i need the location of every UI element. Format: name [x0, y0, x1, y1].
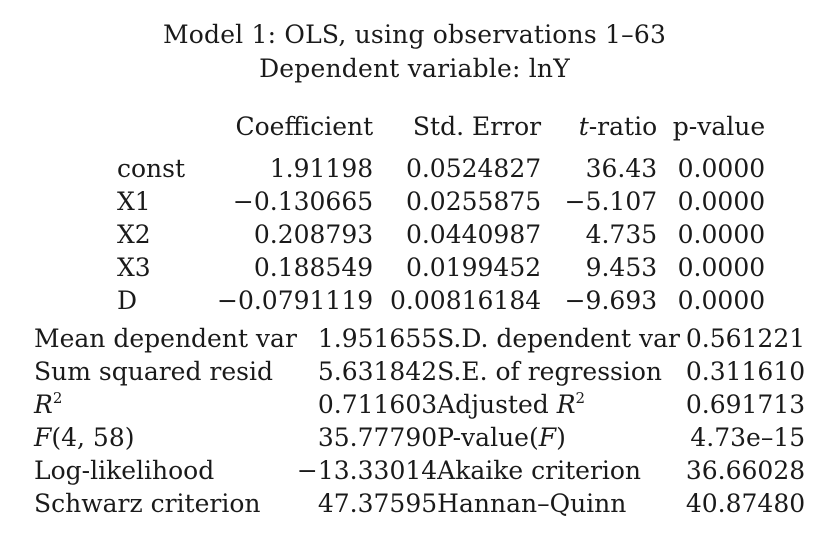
coefficient-value: 0.208793 — [253, 220, 374, 249]
hannan-quinn-label: Hannan–Quinn — [437, 489, 627, 518]
p-value: 0.0000 — [677, 154, 766, 183]
std-error-value: 0.0524827 — [405, 154, 542, 183]
stats-row: Mean dependent var 1.951655 S.D. depende… — [34, 322, 805, 355]
table-row: D −0.0791119 0.00816184 −9.693 0.0000 — [103, 284, 765, 317]
f-statistic-label: F(4, 58) — [34, 421, 297, 454]
squared-superscript: 2 — [52, 389, 63, 407]
t-ratio-value: 4.735 — [585, 220, 658, 249]
t-symbol: t — [578, 112, 589, 141]
header-variable — [103, 108, 217, 152]
variable-name: D — [117, 286, 138, 315]
hannan-quinn-value: 40.87480 — [685, 489, 806, 518]
f-statistic-value: 35.77790 — [317, 423, 438, 452]
header-p-value: p-value — [672, 112, 766, 141]
ratio-text: -ratio — [588, 112, 658, 141]
stats-row: Sum squared resid 5.631842 S.E. of regre… — [34, 355, 805, 388]
mean-dependent-var-label: Mean dependent var — [34, 324, 297, 353]
r-symbol: R — [556, 390, 576, 419]
schwarz-criterion-value: 47.37595 — [317, 489, 438, 518]
std-error-value: 0.0199452 — [405, 253, 542, 282]
header-std-error: Std. Error — [412, 112, 542, 141]
coefficient-value: 1.91198 — [269, 154, 374, 183]
r-squared-value: 0.711603 — [317, 390, 438, 419]
stats-row: F(4, 58) 35.77790 P-value(F) 4.73e–15 — [34, 421, 805, 454]
std-error-value: 0.0255875 — [405, 187, 542, 216]
p-value-f-value: 4.73e–15 — [690, 423, 806, 452]
variable-name: X1 — [117, 187, 151, 216]
p-value: 0.0000 — [677, 253, 766, 282]
coefficient-value: −0.130665 — [232, 187, 374, 216]
header-coefficient: Coefficient — [235, 112, 374, 141]
table-row: X3 0.188549 0.0199452 9.453 0.0000 — [103, 251, 765, 284]
p-value: 0.0000 — [677, 220, 766, 249]
log-likelihood-label: Log-likelihood — [34, 456, 215, 485]
t-ratio-value: 36.43 — [585, 154, 658, 183]
log-likelihood-value: −13.33014 — [296, 456, 438, 485]
r-squared-label: R2 — [34, 388, 297, 421]
header-t-ratio: t-ratio — [547, 108, 665, 152]
std-error-value: 0.00816184 — [390, 286, 542, 315]
t-ratio-value: 9.453 — [585, 253, 658, 282]
squared-superscript: 2 — [575, 389, 586, 407]
table-row: X2 0.208793 0.0440987 4.735 0.0000 — [103, 218, 765, 251]
t-ratio-value: −9.693 — [564, 286, 658, 315]
model-title: Model 1: OLS, using observations 1–63 — [162, 20, 667, 49]
dependent-variable-line: Dependent variable: lnY — [259, 54, 570, 83]
coefficient-value: 0.188549 — [253, 253, 374, 282]
sd-dependent-var-value: 0.561221 — [685, 324, 806, 353]
schwarz-criterion-label: Schwarz criterion — [34, 489, 261, 518]
p-value-text: P-value( — [437, 423, 539, 452]
variable-name: X2 — [117, 220, 151, 249]
t-ratio-value: −5.107 — [564, 187, 658, 216]
closing-paren: ) — [556, 423, 566, 452]
adjusted-r-squared-value: 0.691713 — [685, 390, 806, 419]
p-value: 0.0000 — [677, 286, 766, 315]
coefficient-header-row: Coefficient Std. Error t-ratio p-value — [103, 108, 765, 152]
sum-squared-resid-value: 5.631842 — [317, 357, 438, 386]
table-row: X1 −0.130665 0.0255875 −5.107 0.0000 — [103, 185, 765, 218]
table-row: const 1.91198 0.0524827 36.43 0.0000 — [103, 152, 765, 185]
stats-row: Schwarz criterion 47.37595 Hannan–Quinn … — [34, 487, 805, 520]
sd-dependent-var-label: S.D. dependent var — [437, 324, 680, 353]
stats-row: Log-likelihood −13.33014 Akaike criterio… — [34, 454, 805, 487]
stats-row: R2 0.711603 Adjusted R2 0.691713 — [34, 388, 805, 421]
akaike-criterion-label: Akaike criterion — [437, 456, 642, 485]
coefficient-table: Coefficient Std. Error t-ratio p-value c… — [103, 108, 765, 317]
p-value: 0.0000 — [677, 187, 766, 216]
variable-name: const — [117, 154, 186, 183]
variable-name: X3 — [117, 253, 151, 282]
coefficient-value: −0.0791119 — [217, 286, 374, 315]
r-symbol: R — [34, 390, 53, 419]
mean-dependent-var-value: 1.951655 — [317, 324, 438, 353]
adjusted-text: Adjusted — [437, 390, 557, 419]
se-regression-value: 0.311610 — [685, 357, 806, 386]
f-symbol: F — [538, 423, 557, 452]
adjusted-r-squared-label: Adjusted R2 — [437, 388, 685, 421]
summary-statistics-table: Mean dependent var 1.951655 S.D. depende… — [34, 322, 805, 520]
akaike-criterion-value: 36.66028 — [685, 456, 806, 485]
p-value-f-label: P-value(F) — [437, 421, 685, 454]
sum-squared-resid-label: Sum squared resid — [34, 357, 273, 386]
se-regression-label: S.E. of regression — [437, 357, 663, 386]
f-symbol: F — [34, 423, 52, 452]
f-degrees-of-freedom: (4, 58) — [51, 423, 135, 452]
std-error-value: 0.0440987 — [405, 220, 542, 249]
